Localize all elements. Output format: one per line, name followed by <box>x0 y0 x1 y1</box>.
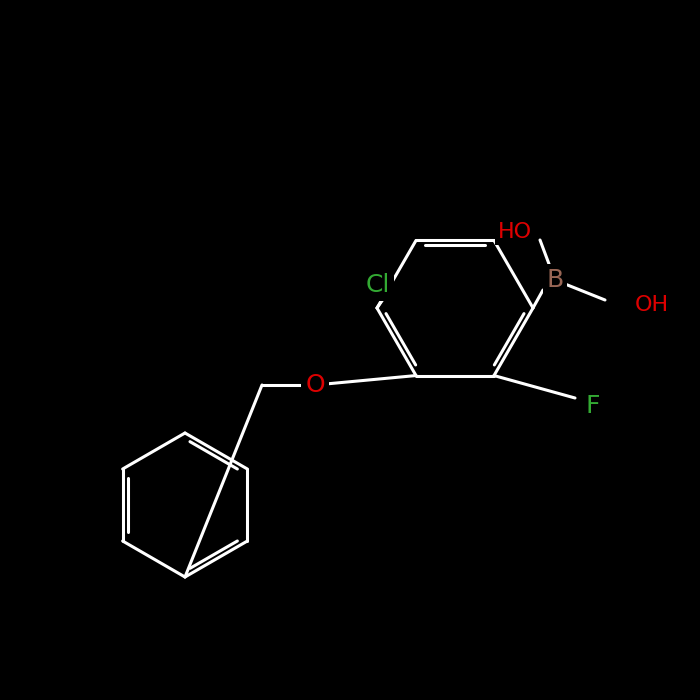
Text: OH: OH <box>635 295 669 315</box>
Text: HO: HO <box>498 222 532 242</box>
Text: F: F <box>586 394 601 418</box>
Text: Cl: Cl <box>366 273 390 297</box>
Text: O: O <box>305 373 325 397</box>
Text: B: B <box>547 268 564 292</box>
